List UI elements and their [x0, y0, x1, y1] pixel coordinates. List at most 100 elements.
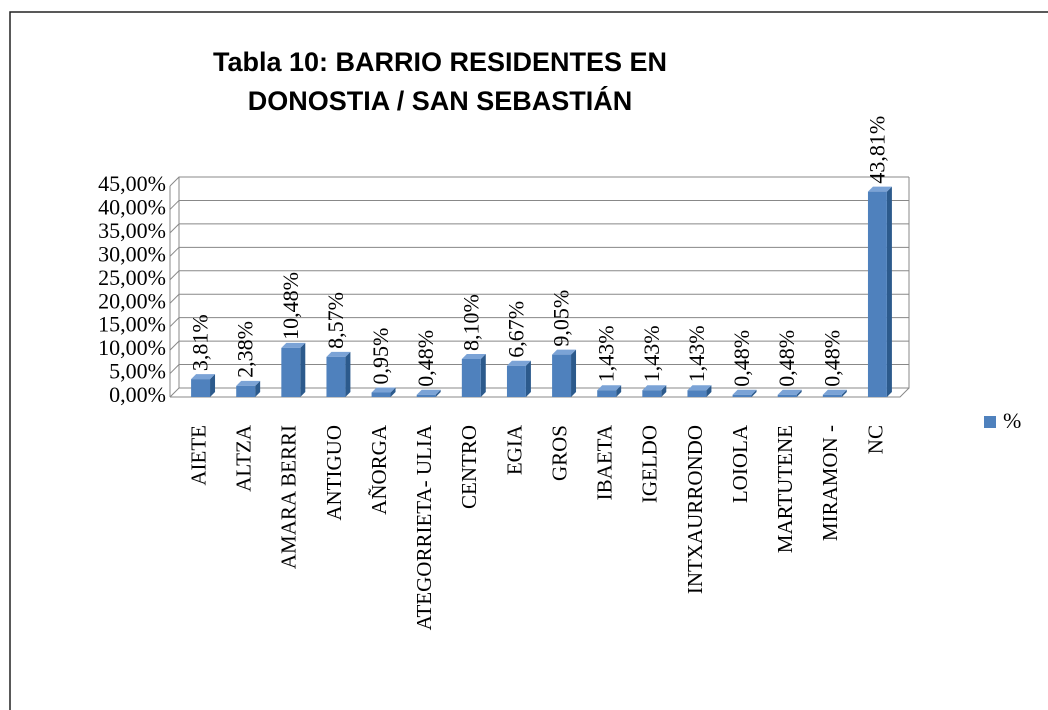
bar: [236, 380, 261, 397]
value-label: 8,57%: [323, 292, 348, 349]
x-tick-label: GROS: [547, 425, 571, 481]
bar: [732, 389, 757, 397]
chart-subtitle: DONOSTIA / SAN SEBASTIÁN: [248, 85, 633, 116]
y-tick-label: 10,00%: [98, 335, 166, 360]
bar: [597, 385, 622, 397]
x-tick-label: ALTZA: [232, 424, 256, 492]
legend-label: %: [1003, 408, 1021, 433]
grid-line: [169, 317, 909, 328]
bar: [461, 354, 486, 397]
bar-face: [822, 389, 847, 395]
grid-line: [169, 340, 909, 351]
x-tick-label: NC: [863, 425, 887, 454]
value-label: 1,43%: [639, 325, 664, 382]
value-label: 0,48%: [819, 330, 844, 387]
bar-face: [191, 379, 211, 397]
bar: [552, 349, 577, 397]
x-tick-label: IBAETA: [593, 424, 617, 500]
bar-face: [345, 351, 351, 397]
x-tick-label: AMARA BERRI: [277, 425, 301, 569]
x-tick-label: ATEGORRIETA- ULIA: [412, 424, 436, 630]
bar-face: [552, 349, 577, 355]
bar-face: [300, 342, 306, 397]
bar-face: [841, 389, 847, 397]
chart-title: Tabla 10: BARRIO RESIDENTES EN: [213, 47, 667, 77]
bar-face: [706, 385, 712, 397]
x-tick-label: IGELDO: [638, 425, 662, 503]
bar-face: [822, 394, 842, 397]
bar-face: [480, 354, 486, 397]
bar: [822, 389, 847, 397]
bar-face: [552, 354, 572, 397]
bar-face: [687, 390, 707, 397]
bar: [867, 186, 892, 397]
legend-swatch: [984, 416, 996, 428]
bar-face: [461, 354, 486, 360]
frame: [9, 11, 1048, 710]
value-label: 0,95%: [368, 328, 393, 385]
x-tick-label: CENTRO: [457, 425, 481, 509]
bar-face: [435, 389, 441, 397]
bar-face: [796, 389, 802, 397]
value-label: 8,10%: [458, 294, 483, 351]
value-label: 3,81%: [188, 314, 213, 371]
bar: [687, 385, 712, 397]
y-tick-label: 35,00%: [98, 218, 166, 243]
y-tick-label: 15,00%: [98, 312, 166, 337]
grid-line: [169, 176, 909, 187]
bar: [416, 389, 441, 397]
bar-face: [371, 392, 391, 397]
x-tick-label: AÑORGA: [367, 424, 391, 515]
bar-face: [255, 380, 261, 397]
bar-face: [326, 351, 351, 357]
y-tick-label: 40,00%: [98, 194, 166, 219]
value-label: 2,38%: [233, 321, 258, 378]
value-label: 43,81%: [864, 116, 889, 184]
value-label: 0,48%: [774, 330, 799, 387]
bar-face: [886, 186, 892, 397]
bar-face: [525, 360, 531, 397]
bar-face: [867, 186, 892, 192]
value-label: 9,05%: [549, 290, 574, 347]
x-tick-label: MIRAMON -: [818, 425, 842, 541]
x-tick-label: MARTUTENE: [773, 425, 797, 553]
bar-face: [191, 374, 216, 380]
bar-face: [416, 389, 441, 395]
bar-face: [642, 390, 662, 397]
bar-face: [616, 385, 622, 397]
value-label: 0,48%: [729, 330, 754, 387]
bar: [777, 389, 802, 397]
bar-face: [506, 360, 531, 366]
y-tick-label: 25,00%: [98, 265, 166, 290]
bar-face: [416, 394, 436, 397]
bar-face: [642, 385, 667, 391]
value-label: 0,48%: [413, 330, 438, 387]
bar-face: [597, 390, 617, 397]
y-tick-label: 20,00%: [98, 288, 166, 313]
bar-face: [732, 389, 757, 395]
y-tick-label: 30,00%: [98, 241, 166, 266]
bar-face: [281, 347, 301, 397]
bar-face: [661, 385, 667, 397]
y-tick-label: 45,00%: [98, 171, 166, 196]
grid-line: [169, 246, 909, 257]
grid-line: [169, 270, 909, 281]
bar: [506, 360, 531, 397]
x-tick-label: AIETE: [186, 425, 210, 486]
x-tick-label: LOIOLA: [728, 424, 752, 503]
bar-face: [371, 387, 396, 393]
bar: [371, 387, 396, 397]
bar-face: [210, 374, 216, 397]
bar: [281, 342, 306, 397]
bar-face: [506, 365, 526, 397]
x-tick-label: INTXAURRONDO: [683, 425, 707, 594]
grid-line: [169, 364, 909, 374]
value-label: 1,43%: [684, 325, 709, 382]
floor: [170, 387, 910, 398]
y-tick-label: 0,00%: [109, 382, 166, 407]
bar-face: [751, 389, 757, 397]
bar-face: [571, 349, 577, 397]
grid-line: [169, 293, 909, 304]
value-label: 6,67%: [503, 301, 528, 358]
